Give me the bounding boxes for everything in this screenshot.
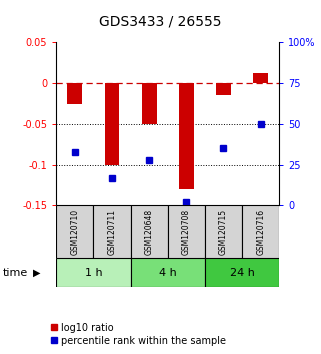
Text: GSM120708: GSM120708 [182, 209, 191, 255]
Text: GSM120716: GSM120716 [256, 209, 265, 255]
Bar [105, 83, 119, 165]
Bar [205, 258, 279, 287]
Text: GSM120715: GSM120715 [219, 209, 228, 255]
Bar [131, 258, 205, 287]
Bar [131, 205, 168, 258]
Bar [205, 205, 242, 258]
Text: GSM120711: GSM120711 [108, 209, 117, 255]
Legend: log10 ratio, percentile rank within the sample: log10 ratio, percentile rank within the … [50, 323, 227, 346]
Bar [179, 83, 194, 189]
Bar [56, 258, 131, 287]
Bar [56, 205, 93, 258]
Text: 24 h: 24 h [230, 268, 255, 278]
Text: GDS3433 / 26555: GDS3433 / 26555 [99, 14, 222, 28]
Text: GSM120648: GSM120648 [145, 209, 154, 255]
Text: ▶: ▶ [33, 268, 41, 278]
Text: 4 h: 4 h [159, 268, 177, 278]
Bar [216, 83, 231, 96]
Bar [168, 205, 205, 258]
Bar [67, 83, 82, 103]
Bar [253, 73, 268, 83]
Bar [93, 205, 131, 258]
Text: time: time [3, 268, 29, 278]
Bar [242, 205, 279, 258]
Text: 1 h: 1 h [84, 268, 102, 278]
Text: GSM120710: GSM120710 [70, 209, 79, 255]
Bar [142, 83, 157, 124]
